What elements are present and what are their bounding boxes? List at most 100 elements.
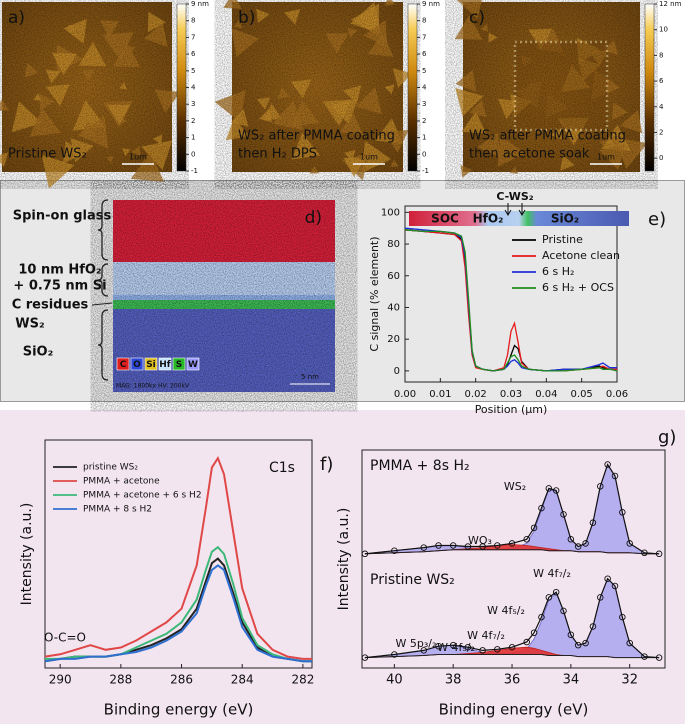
legend-label: Acetone clean xyxy=(542,249,620,262)
legend-label: 6 s H₂ xyxy=(542,265,574,278)
data-point xyxy=(391,651,398,658)
y-tick-label: 60 xyxy=(387,271,400,282)
colorbar-tick-label: 0 xyxy=(191,150,195,158)
afm-noise xyxy=(2,2,172,172)
data-point xyxy=(435,542,442,549)
data-point xyxy=(508,643,516,651)
element-key xyxy=(116,357,130,371)
layer-label: SiO₂ xyxy=(23,345,54,360)
x-tick-label: 286 xyxy=(170,673,193,687)
background-line xyxy=(364,549,660,555)
data-point xyxy=(545,594,553,601)
colorbar-tick-label: -1 xyxy=(422,167,429,175)
colorbar-tick-label: 8 xyxy=(191,17,195,25)
x-tick-label: 0.03 xyxy=(500,389,522,400)
brace xyxy=(97,199,109,261)
y-axis-label: C signal (% element) xyxy=(368,236,381,351)
panel-label: d) xyxy=(305,208,322,228)
caption: WS₂ after PMMA coating xyxy=(238,129,395,144)
peak-label: W 4f₇/₂ xyxy=(467,629,505,642)
x-tick-label: 288 xyxy=(109,673,132,687)
data-point xyxy=(619,613,626,621)
data-point xyxy=(655,654,663,661)
data-point xyxy=(641,549,648,557)
x-tick-label: 32 xyxy=(621,673,638,688)
data-point xyxy=(604,575,611,582)
legend-label: PMMA + acetone + 6 s H2 xyxy=(83,491,202,501)
caption: then acetone soak xyxy=(469,147,590,162)
data-point xyxy=(523,638,530,646)
layer-bar-label: SiO₂ xyxy=(551,212,579,226)
element-key xyxy=(186,357,200,371)
data-point xyxy=(391,547,398,554)
colorbar-tick-label: 5 xyxy=(191,67,195,75)
layer-bar-label: C-WS₂ xyxy=(496,190,533,203)
element-label: W xyxy=(188,360,198,370)
x-tick-label: 40 xyxy=(386,673,403,688)
data-point xyxy=(597,594,604,601)
panel-bg xyxy=(0,410,685,724)
y-axis-label: Intensity (a.u.) xyxy=(19,503,35,606)
background-line xyxy=(364,654,660,659)
colorbar-tick-label: 2 xyxy=(191,117,195,125)
legend-label: PMMA + 8 s H2 xyxy=(83,505,152,515)
data-point xyxy=(435,642,442,650)
peak-label: W 5p₃/₂ xyxy=(396,637,437,650)
caption: then H₂ DPS xyxy=(238,147,317,162)
element-key xyxy=(172,357,186,371)
peak-label: WS₂ xyxy=(504,480,526,493)
panel-label: f) xyxy=(320,454,333,475)
element-key xyxy=(158,357,172,371)
x-tick-label: 290 xyxy=(49,673,72,687)
data-point xyxy=(611,582,619,590)
layer-label: WS₂ xyxy=(15,317,44,332)
data-point xyxy=(641,653,648,660)
image-footer: MAG: 1800kx HV: 200kV xyxy=(116,383,190,390)
plot-frame xyxy=(361,449,666,669)
pointer xyxy=(91,302,113,306)
element-label: Hf xyxy=(159,360,171,370)
y-tick-label: 40 xyxy=(387,302,400,313)
x-tick-label: 0.01 xyxy=(429,389,451,400)
element-label: S xyxy=(176,360,182,370)
colorbar-tick-label: 2 xyxy=(422,117,426,125)
brace xyxy=(97,309,109,381)
colorbar-tick-label: 1 xyxy=(191,134,195,142)
data-point xyxy=(626,639,633,647)
data-point xyxy=(479,647,486,654)
data-point xyxy=(464,643,472,651)
legend-label: PMMA + acetone xyxy=(83,477,160,487)
arrow xyxy=(504,203,512,216)
series-line xyxy=(44,456,312,660)
peak-label: WO₃ xyxy=(468,534,492,547)
caption: WS₂ after PMMA coating xyxy=(469,129,626,144)
data-point xyxy=(626,540,633,547)
scale-bar-label: 1um xyxy=(597,153,615,162)
data-point xyxy=(567,536,575,543)
scale-bar-label: 1um xyxy=(129,153,147,162)
colorbar-tick-label: 3 xyxy=(422,100,426,108)
colorbar-tick-label: 6 xyxy=(659,77,664,85)
brace xyxy=(97,263,109,297)
element-label: O xyxy=(133,360,141,370)
colorbar-tick-label: -1 xyxy=(191,167,198,175)
x-tick-label: 36 xyxy=(504,673,521,688)
arrow xyxy=(518,203,526,216)
layer-label: + 0.75 nm Si xyxy=(13,279,106,294)
panel-label: b) xyxy=(238,8,255,28)
element-label: C xyxy=(120,360,127,370)
data-point xyxy=(545,485,553,492)
data-point xyxy=(420,647,428,654)
x-tick-label: 34 xyxy=(563,673,580,688)
data-point xyxy=(530,524,538,532)
y-tick-label: 20 xyxy=(387,334,400,345)
data-point xyxy=(619,509,626,516)
panel-label: g) xyxy=(658,427,676,448)
colorbar-tick-label: 4 xyxy=(422,84,427,92)
x-tick-label: 38 xyxy=(445,673,462,688)
data-point xyxy=(494,542,501,549)
series-line xyxy=(404,229,618,372)
data-point xyxy=(420,544,428,551)
y-axis-label: Intensity (a.u.) xyxy=(336,508,352,611)
